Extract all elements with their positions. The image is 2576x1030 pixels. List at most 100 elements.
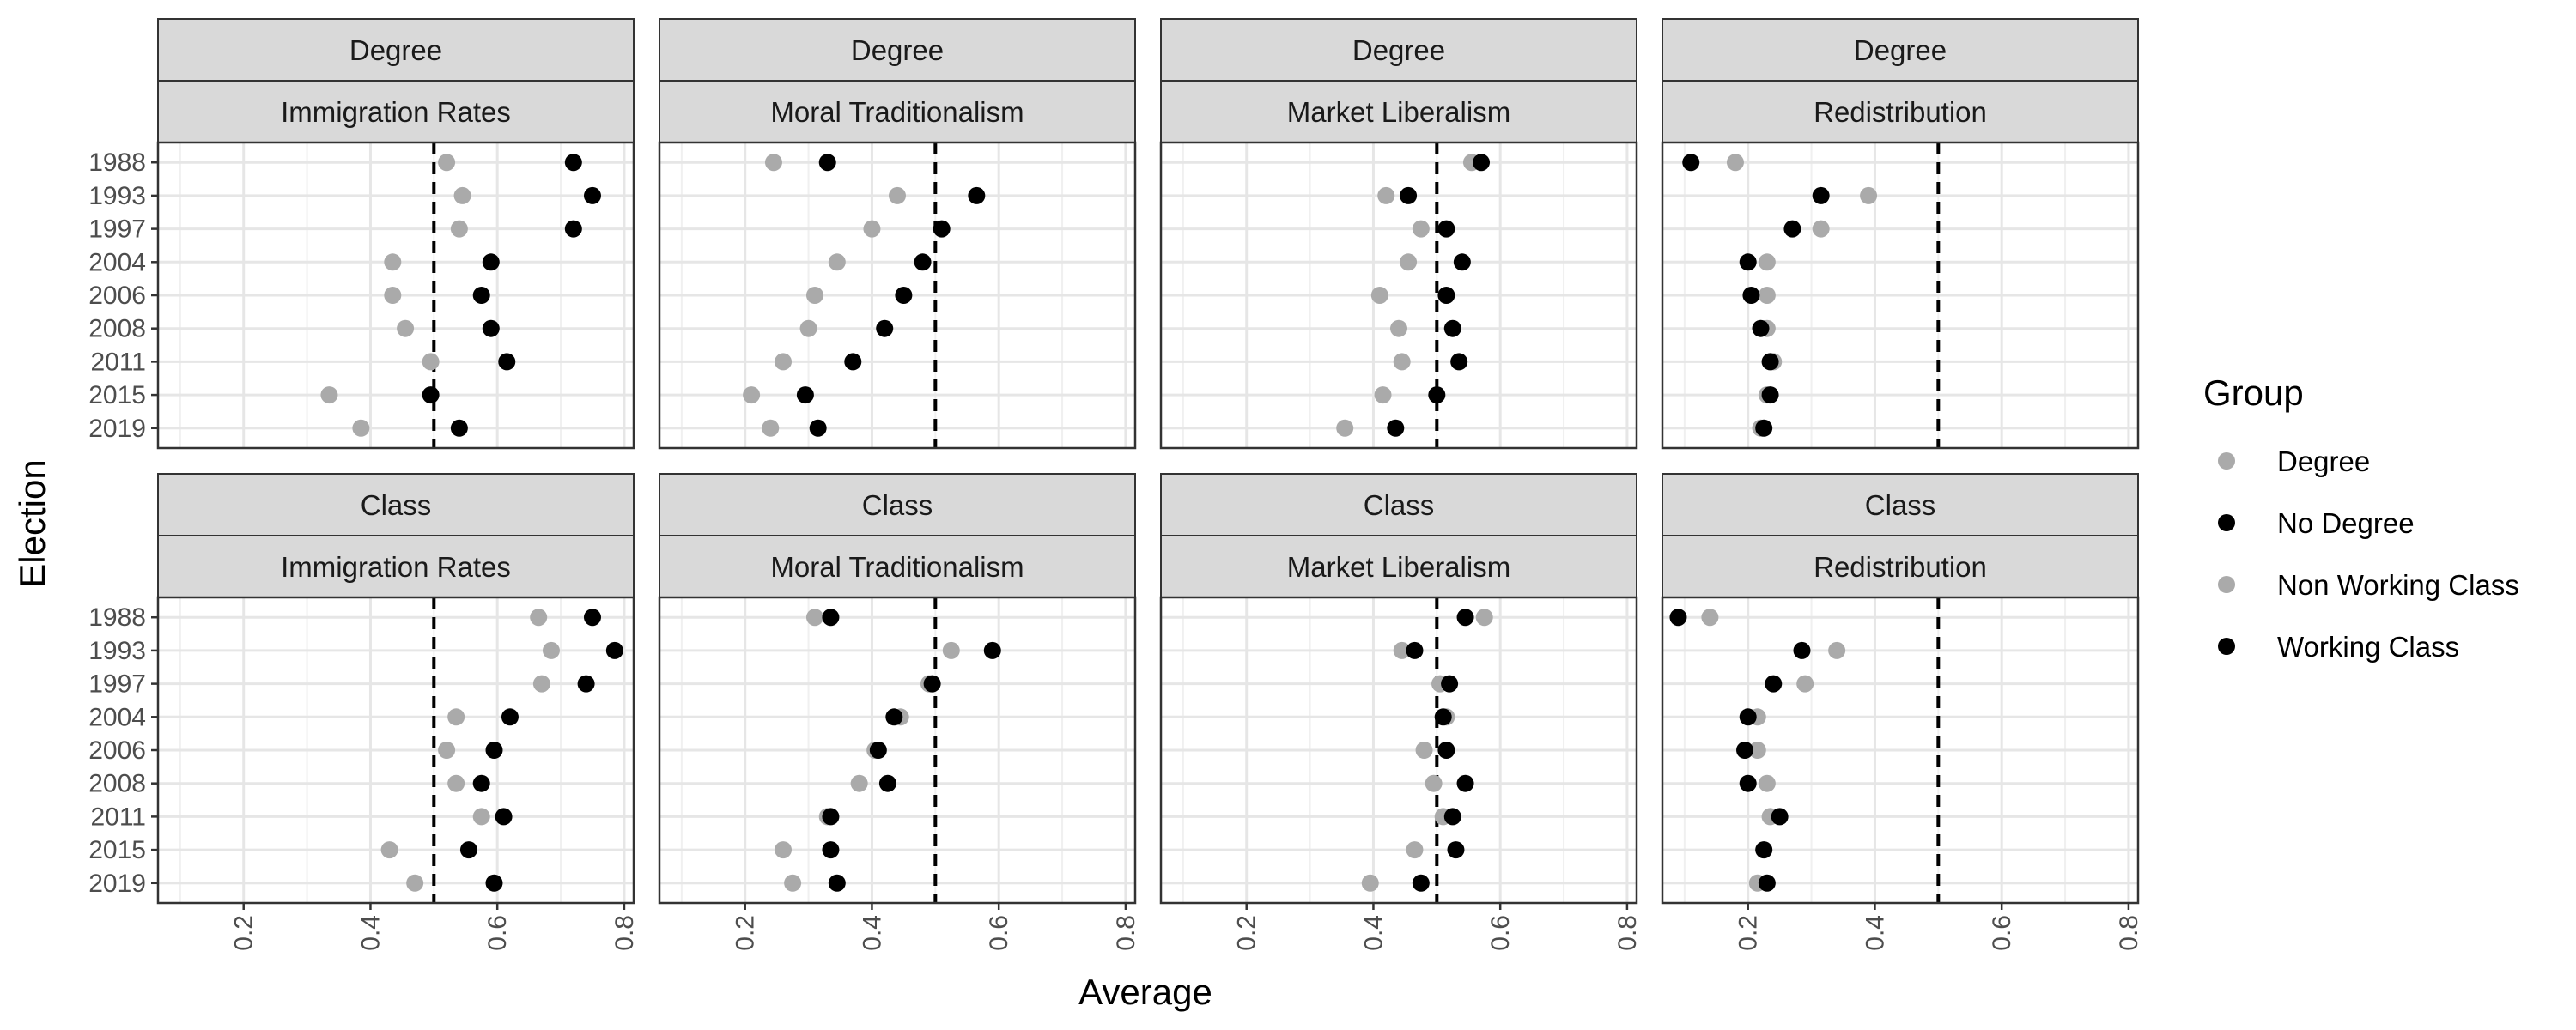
x-tick-label: 0.8 (1112, 915, 1140, 951)
facet-col-label: Immigration Rates (281, 96, 511, 128)
point-no-degree-1993 (1812, 186, 1830, 204)
point-non-working-class-2019 (1361, 874, 1379, 892)
point-no-degree-1997 (564, 220, 582, 238)
x-tick-label: 0.4 (356, 915, 385, 951)
facet-row-label: Degree (851, 34, 944, 66)
facet-col-label: Redistribution (1814, 551, 1987, 583)
x-tick-label: 0.6 (1486, 915, 1515, 951)
facet-col-label: Moral Traditionalism (770, 96, 1024, 128)
point-degree-2006 (1370, 287, 1388, 304)
point-working-class-2006 (1437, 742, 1455, 759)
point-working-class-2004 (885, 708, 903, 726)
point-non-working-class-1997 (1796, 675, 1814, 693)
point-no-degree-2011 (1450, 353, 1468, 371)
facet-strip-row (157, 18, 635, 82)
y-axis-title: Election (12, 459, 52, 587)
point-non-working-class-1993 (942, 641, 960, 659)
point-no-degree-1988 (564, 154, 582, 172)
point-non-working-class-2006 (1415, 742, 1433, 759)
facet-strip-col (1160, 80, 1637, 143)
legend: Group Degree No Degree Non Working Class Wo… (2203, 373, 2519, 663)
point-working-class-2019 (1412, 874, 1430, 892)
legend-title: Group (2203, 373, 2304, 413)
point-working-class-2015 (1755, 841, 1773, 859)
point-degree-2019 (1336, 419, 1354, 437)
facet-row-label: Class (1364, 489, 1435, 521)
point-working-class-2008 (472, 774, 490, 792)
point-working-class-1993 (1406, 641, 1424, 659)
point-degree-2008 (799, 319, 817, 337)
y-tick-label: 2008 (88, 315, 146, 343)
point-no-degree-1997 (1783, 220, 1801, 238)
panel-degree-moral-traditionalism: Degree Moral Traditionalism (658, 18, 1137, 450)
point-degree-2006 (1758, 287, 1776, 304)
point-no-degree-2019 (1387, 419, 1405, 437)
facet-col-label: Redistribution (1814, 96, 1987, 128)
point-degree-2008 (397, 319, 415, 337)
point-non-working-class-2015 (1406, 841, 1424, 859)
point-working-class-1997 (1765, 675, 1783, 693)
point-no-degree-1993 (968, 186, 986, 204)
point-no-degree-2019 (1755, 419, 1773, 437)
legend-key (2218, 514, 2235, 531)
point-degree-2019 (762, 419, 780, 437)
point-degree-1993 (889, 186, 906, 204)
point-no-degree-2011 (844, 353, 862, 371)
facet-row-label: Class (361, 489, 432, 521)
point-working-class-2004 (1434, 708, 1452, 726)
x-tick-label: 0.6 (1988, 915, 2016, 951)
panel-class-moral-traditionalism: Class Moral Traditionalism 0.2 0.4 0.6 0.8 (658, 473, 1140, 951)
x-tick-label: 0.2 (1735, 915, 1763, 951)
point-degree-2011 (1393, 353, 1411, 371)
legend-label: Degree (2277, 445, 2370, 477)
point-working-class-1997 (577, 675, 595, 693)
point-degree-1993 (1860, 186, 1878, 204)
facet-strip-col (1160, 535, 1637, 598)
legend-key (2218, 576, 2235, 593)
x-tick-label: 0.2 (1233, 915, 1261, 951)
point-working-class-2004 (1739, 708, 1757, 726)
point-no-degree-2011 (1761, 353, 1779, 371)
point-non-working-class-2019 (784, 874, 802, 892)
point-non-working-class-1997 (532, 675, 550, 693)
point-non-working-class-2015 (775, 841, 793, 859)
point-no-degree-1993 (1400, 186, 1418, 204)
point-no-degree-2015 (796, 386, 814, 404)
y-tick-label: 1997 (88, 670, 146, 699)
y-tick-label: 1988 (88, 603, 146, 632)
facet-strip-row (1662, 473, 2139, 536)
facet-strip-col (659, 80, 1136, 143)
point-no-degree-2004 (1739, 253, 1757, 271)
point-non-working-class-2015 (380, 841, 398, 859)
point-working-class-1988 (583, 609, 601, 627)
point-working-class-2019 (828, 874, 846, 892)
point-no-degree-2006 (1742, 287, 1760, 304)
point-non-working-class-1993 (1393, 641, 1411, 659)
point-no-degree-2004 (914, 253, 932, 271)
point-no-degree-2004 (482, 253, 500, 271)
point-non-working-class-1988 (1701, 609, 1719, 627)
point-non-working-class-2004 (447, 708, 465, 726)
point-no-degree-2015 (1761, 386, 1779, 404)
point-degree-1997 (1412, 220, 1430, 238)
y-tick-label: 2006 (88, 736, 146, 765)
point-no-degree-2004 (1453, 253, 1471, 271)
legend-item-working-class: Working Class (2218, 631, 2459, 663)
point-non-working-class-1988 (530, 609, 548, 627)
y-tick-label: 1988 (88, 148, 146, 177)
point-non-working-class-2008 (850, 774, 868, 792)
point-working-class-2006 (485, 742, 503, 759)
panel-class-immigration-rates: Class Immigration Rates 1988 1993 1997 2004 20… (88, 473, 639, 951)
point-non-working-class-2008 (447, 774, 465, 792)
point-non-working-class-1993 (542, 641, 560, 659)
facet-col-label: Market Liberalism (1287, 96, 1510, 128)
panel-border (1661, 596, 2140, 905)
facet-strip-row (1160, 18, 1637, 82)
facet-strip-row (1662, 18, 2139, 82)
point-non-working-class-1988 (1475, 609, 1493, 627)
point-degree-1993 (453, 186, 471, 204)
point-no-degree-1997 (933, 220, 951, 238)
legend-label: Working Class (2277, 631, 2459, 663)
point-degree-1988 (764, 154, 782, 172)
point-working-class-2011 (1771, 808, 1789, 826)
